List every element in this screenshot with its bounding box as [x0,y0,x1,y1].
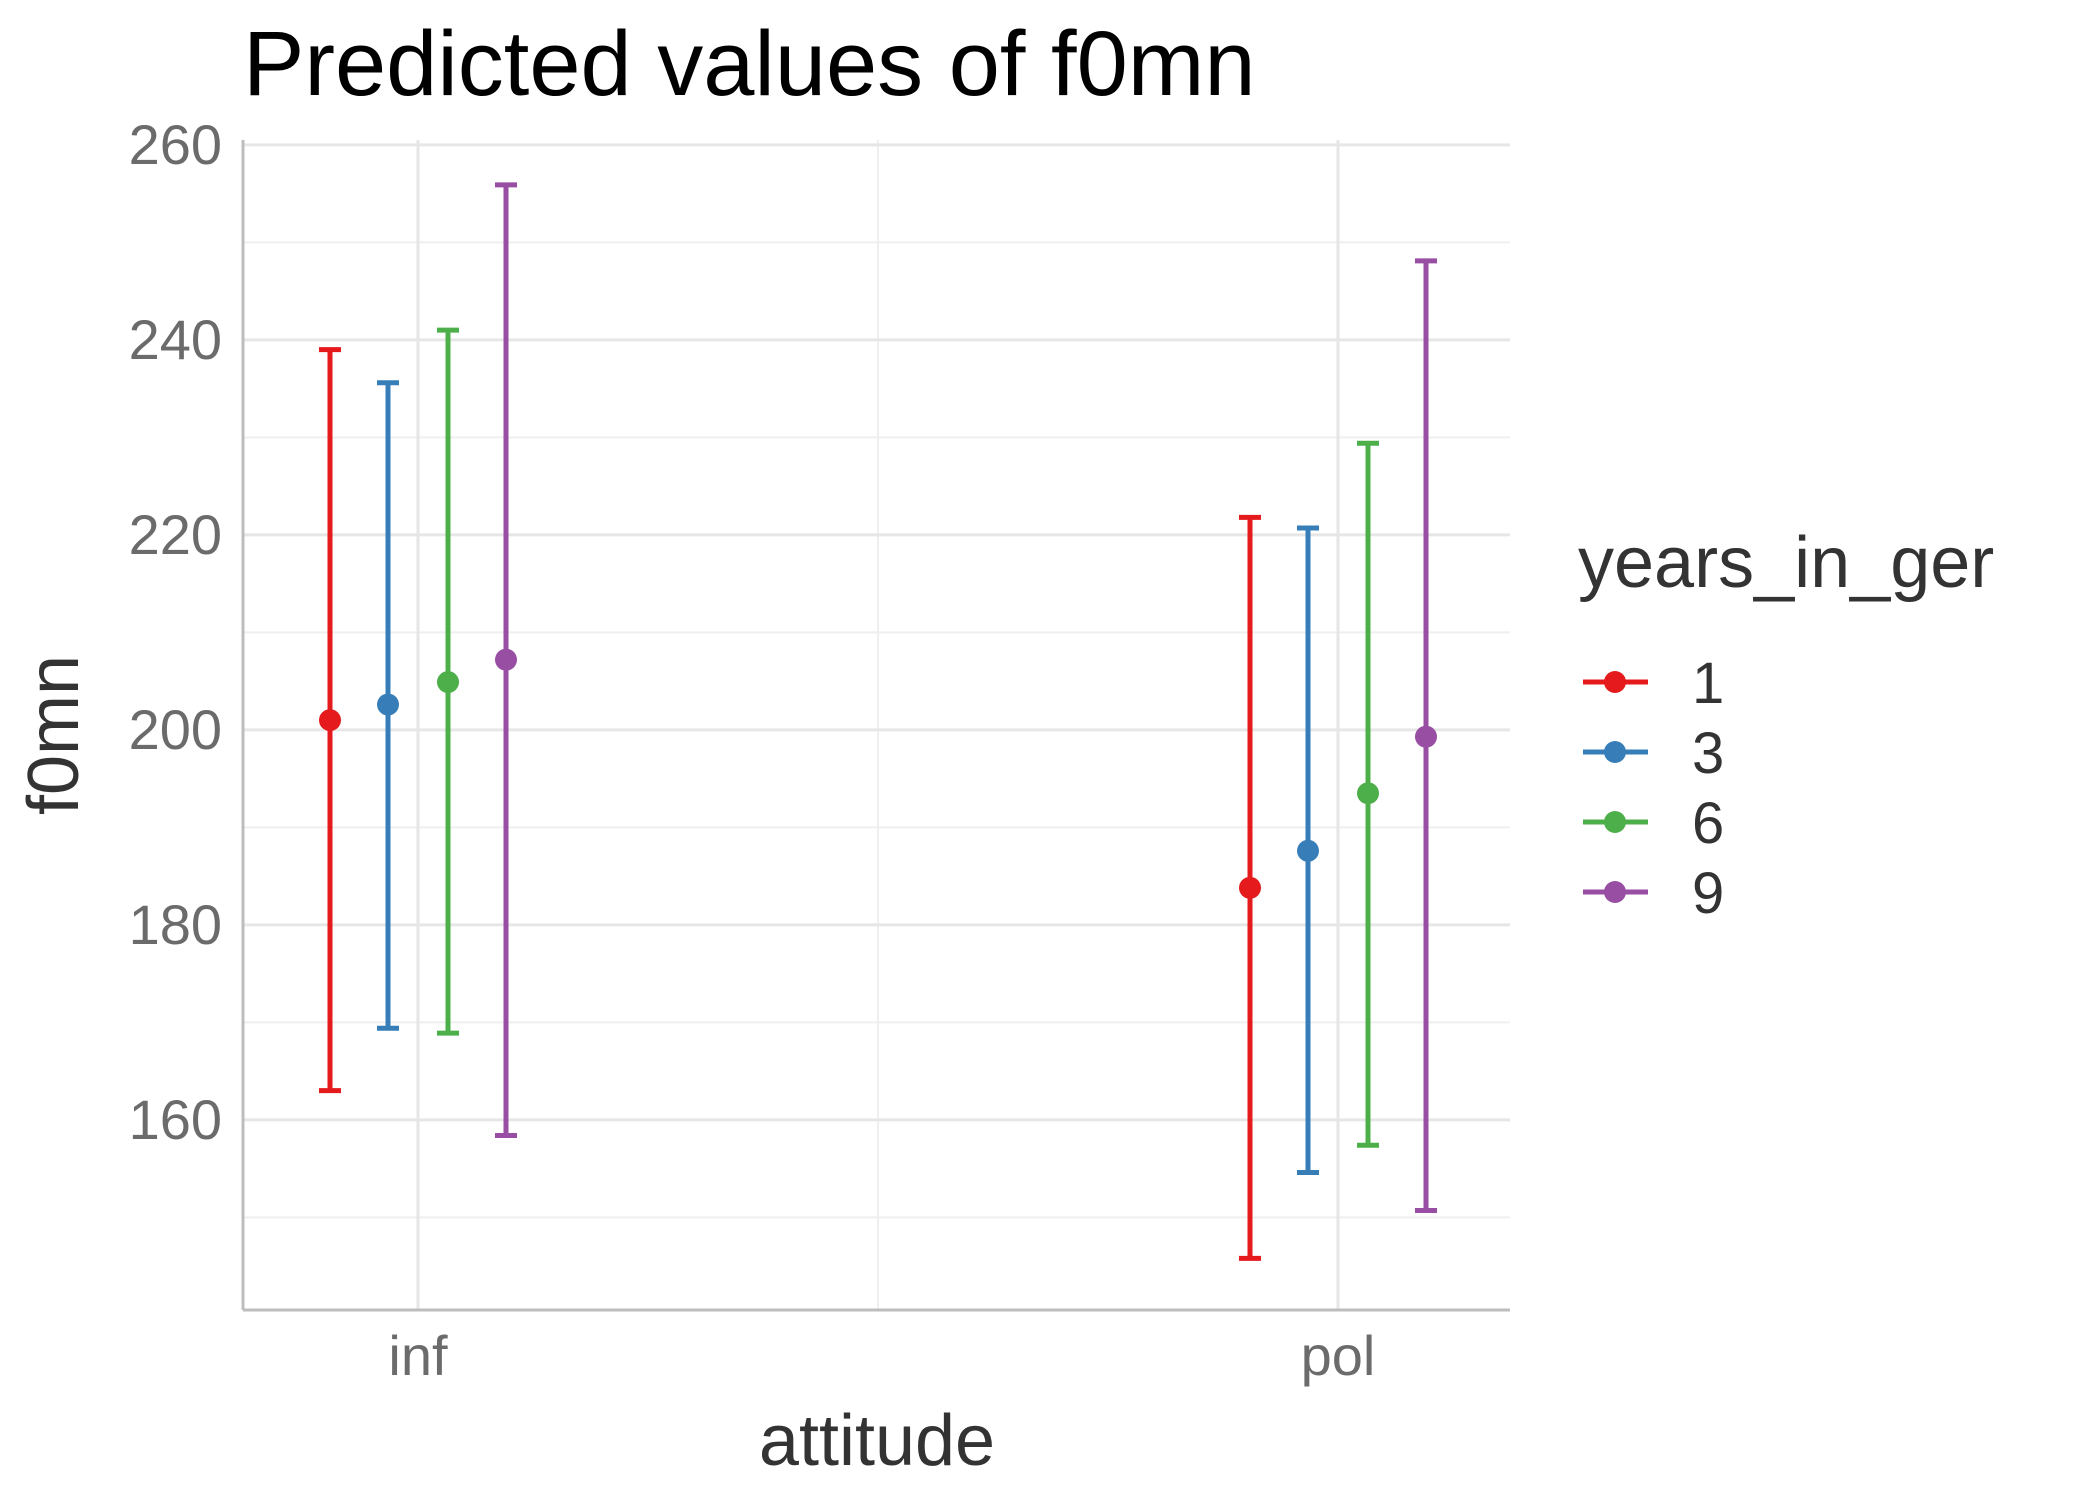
data-point [1239,876,1261,899]
legend-title: years_in_ger [1578,523,1994,603]
y-tick-label: 180 [129,893,222,956]
data-point [1297,839,1319,862]
grid [243,140,1510,1310]
data-point [495,648,517,671]
axes: 160 180 200 220 240 260 inf pol [129,113,1510,1387]
data-point [1415,725,1437,748]
data-point [377,693,399,716]
y-axis-title: f0mn [14,655,94,815]
x-axis-title: attitude [759,1401,995,1481]
y-tick-label: 260 [129,113,222,176]
chart-title: Predicted values of f0mn [243,13,1256,115]
legend-label: 1 [1692,651,1724,716]
legend-key-point [1604,811,1626,833]
y-tick-label: 220 [129,503,222,566]
data-point [319,709,341,732]
data-point [437,671,459,694]
data-point [1357,782,1379,805]
legend-key-point [1604,671,1626,693]
x-tick-label: pol [1301,1324,1376,1387]
legend-label: 9 [1692,861,1724,926]
legend-key-point [1604,881,1626,903]
y-tick-label: 240 [129,308,222,371]
x-tick-label: inf [388,1324,448,1387]
data-marks [319,182,1437,1261]
legend-label: 3 [1692,721,1724,786]
legend-key-point [1604,741,1626,763]
y-tick-label: 160 [129,1088,222,1151]
legend-label: 6 [1692,791,1724,856]
y-tick-label: 200 [129,698,222,761]
